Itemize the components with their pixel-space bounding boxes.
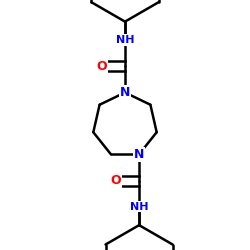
Text: N: N — [120, 86, 130, 99]
Text: N: N — [134, 148, 144, 161]
Text: NH: NH — [130, 202, 148, 212]
Text: NH: NH — [116, 35, 134, 45]
Text: O: O — [111, 174, 121, 187]
Text: O: O — [96, 60, 107, 73]
